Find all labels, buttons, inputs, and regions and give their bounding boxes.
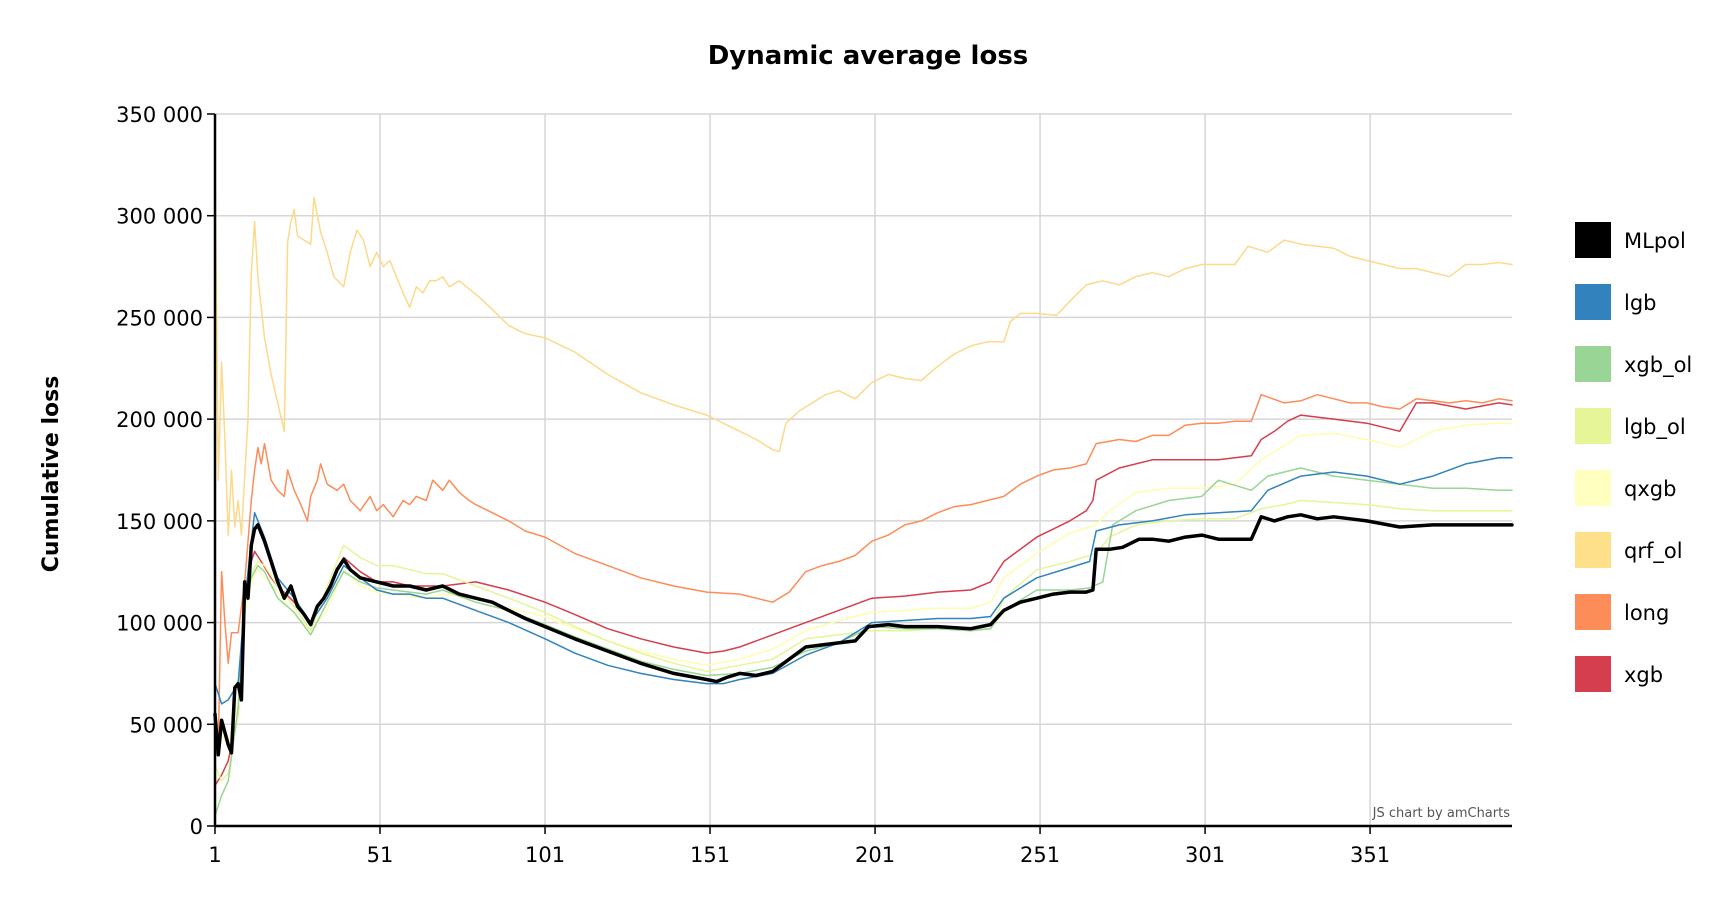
y-tick-label: 350 000 [116,103,203,127]
y-tick-label: 150 000 [116,510,203,534]
series-lines [213,153,1514,817]
legend-swatch [1575,656,1611,692]
legend-item-qxgb[interactable]: qxgb [1575,470,1676,506]
legend-item-mlpol[interactable]: MLpol [1575,222,1686,258]
legend-label: qrf_ol [1624,539,1683,564]
legend-swatch [1575,346,1611,382]
series-line-qrf-ol[interactable] [214,153,1513,536]
legend-swatch [1575,594,1611,630]
x-tick-label: 251 [1020,843,1060,867]
x-tick-label: 151 [690,843,730,867]
series-line-mlpol[interactable] [213,513,1514,757]
y-tick-label: 250 000 [116,306,203,330]
legend-item-lgb[interactable]: lgb [1575,284,1657,320]
tick-labels: 0 50 000 100 000 150 000 200 000 250 000 300 0… [116,103,1390,867]
series-line-xgb-ol[interactable] [214,467,1513,817]
legend-label: xgb_ol [1624,353,1692,378]
series-line-qxgb[interactable] [214,422,1513,746]
legend-label: MLpol [1624,229,1686,253]
legend-swatch [1575,470,1611,506]
legend-swatch [1575,532,1611,568]
x-tick-label: 351 [1350,843,1390,867]
series-line-lgb[interactable] [214,457,1513,705]
y-tick-label: 0 [190,815,203,839]
legend-swatch [1575,284,1611,320]
x-tick-label: 301 [1185,843,1225,867]
legend-swatch [1575,222,1611,258]
y-tick-label: 200 000 [116,408,203,432]
legend-label: qxgb [1624,477,1676,501]
legend-label: lgb [1624,291,1657,315]
y-tick-label: 50 000 [130,713,203,737]
series-line-lgb-ol[interactable] [214,499,1513,782]
y-axis-label: Cumulative loss [39,376,64,573]
y-tick-label: 100 000 [116,612,203,636]
x-tick-label: 1 [208,843,221,867]
legend-item-xgb[interactable]: xgb [1575,656,1663,692]
x-tick-label: 201 [855,843,895,867]
axes [207,113,1512,834]
legend-label: xgb [1624,663,1663,687]
legend-item-long[interactable]: long [1575,594,1669,630]
grid-lines [215,113,1512,826]
x-tick-label: 51 [367,843,394,867]
legend-label: long [1624,601,1669,625]
legend-item-xgb-ol[interactable]: xgb_ol [1575,346,1692,382]
x-tick-label: 101 [525,843,565,867]
legend-swatch [1575,408,1611,444]
legend-item-lgb-ol[interactable]: lgb_ol [1575,408,1686,444]
y-tick-label: 300 000 [116,205,203,229]
chart-credit[interactable]: JS chart by amCharts [1372,806,1511,821]
series-line-xgb[interactable] [214,402,1513,787]
legend-label: lgb_ol [1624,415,1686,440]
chart-title: Dynamic average loss [708,41,1029,71]
legend-item-qrf-ol[interactable]: qrf_ol [1575,532,1683,568]
series-line-long[interactable] [214,393,1513,746]
